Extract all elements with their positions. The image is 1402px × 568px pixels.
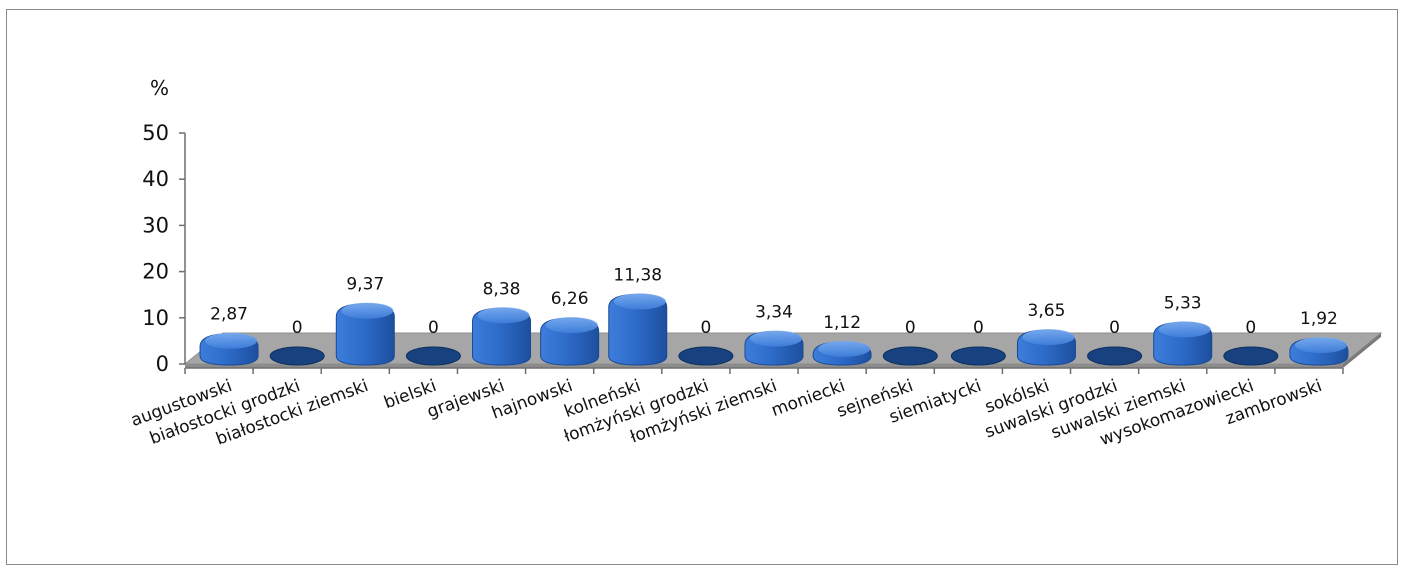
data-label: 3,34 xyxy=(755,303,793,323)
chart-floor-side xyxy=(1343,333,1381,368)
bar-zero xyxy=(269,346,325,366)
bar xyxy=(199,332,259,366)
data-label: 5,33 xyxy=(1164,293,1202,313)
bar-top xyxy=(750,330,802,347)
data-label: 0 xyxy=(973,318,984,338)
data-label: 0 xyxy=(428,318,439,338)
bar-top xyxy=(1294,337,1347,354)
bar-zero xyxy=(1223,346,1279,366)
bar xyxy=(1087,346,1143,366)
data-label: 0 xyxy=(292,318,303,338)
data-label: 3,65 xyxy=(1028,301,1066,321)
bar-top xyxy=(205,332,258,349)
data-label: 0 xyxy=(1245,318,1256,338)
y-tick-label: 10 xyxy=(142,306,169,330)
x-category-label: moniecki xyxy=(769,376,848,421)
bar xyxy=(678,346,734,366)
bar-top xyxy=(818,340,871,357)
y-tick-label: 50 xyxy=(142,121,169,145)
bar xyxy=(1153,321,1213,366)
data-label: 9,37 xyxy=(346,275,384,295)
bar-top xyxy=(1022,329,1075,346)
data-label: 6,26 xyxy=(551,289,589,309)
bar-zero xyxy=(678,346,734,366)
y-tick-label: 30 xyxy=(142,213,169,237)
bar-top xyxy=(1158,321,1211,338)
bar xyxy=(1016,329,1076,366)
bar-top xyxy=(477,307,530,324)
bar-top xyxy=(613,293,666,310)
data-label: 0 xyxy=(905,318,916,338)
data-label: 11,38 xyxy=(613,265,662,285)
bar-top xyxy=(545,317,598,334)
bar xyxy=(1223,346,1279,366)
bar xyxy=(540,317,600,366)
y-tick-label: 40 xyxy=(142,167,169,191)
bar xyxy=(335,302,395,366)
bar xyxy=(472,307,532,366)
bar-zero xyxy=(1087,346,1143,366)
bar xyxy=(744,330,804,366)
bar xyxy=(812,340,872,366)
bar-zero xyxy=(950,346,1006,366)
bar xyxy=(608,293,668,366)
data-label: 8,38 xyxy=(483,279,521,299)
data-label: 0 xyxy=(700,318,711,338)
data-label: 1,92 xyxy=(1300,309,1338,329)
data-label: 0 xyxy=(1109,318,1120,338)
bar-zero xyxy=(882,346,938,366)
bar xyxy=(1289,337,1349,366)
bar-top xyxy=(341,302,394,319)
data-label: 1,12 xyxy=(823,313,861,333)
bar xyxy=(405,346,461,366)
y-axis-unit-label: % xyxy=(150,76,169,100)
data-label: 2,87 xyxy=(210,305,248,325)
y-tick-label: 20 xyxy=(142,260,169,284)
chart-frame xyxy=(6,9,1398,565)
y-tick-label: 0 xyxy=(156,352,169,376)
bar-zero xyxy=(405,346,461,366)
bar xyxy=(882,346,938,366)
bar xyxy=(269,346,325,366)
bar xyxy=(950,346,1006,366)
